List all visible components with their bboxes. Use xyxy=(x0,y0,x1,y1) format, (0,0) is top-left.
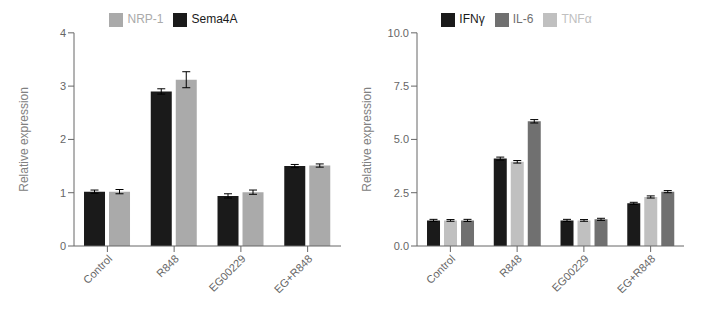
svg-text:Relative expression: Relative expression xyxy=(17,87,31,192)
svg-text:7.5: 7.5 xyxy=(394,80,409,92)
html-text:IFNγ: IFNγ xyxy=(459,12,485,26)
svg-text:R848: R848 xyxy=(154,252,181,279)
svg-text:EG+R848: EG+R848 xyxy=(615,252,658,295)
svg-text:0: 0 xyxy=(60,240,66,252)
svg-text:1: 1 xyxy=(60,187,66,199)
svg-text:2.5: 2.5 xyxy=(394,187,409,199)
svg-text:Control: Control xyxy=(81,252,115,286)
svg-text:10.0: 10.0 xyxy=(388,27,409,39)
svg-text:EG+R848: EG+R848 xyxy=(272,252,315,295)
svg-text:EG00229: EG00229 xyxy=(549,252,590,293)
svg-text:Control: Control xyxy=(424,252,458,286)
svg-text:2: 2 xyxy=(60,133,66,145)
svg-text:Relative expression: Relative expression xyxy=(360,87,374,192)
html-text:NRP-1: NRP-1 xyxy=(127,12,164,26)
svg-text:4: 4 xyxy=(60,27,66,39)
html-text:Sema4A: Sema4A xyxy=(191,12,238,26)
svg-text:3: 3 xyxy=(60,80,66,92)
svg-text:5.0: 5.0 xyxy=(394,133,409,145)
html-text:TNFα: TNFα xyxy=(561,12,592,26)
svg-text:EG00229: EG00229 xyxy=(206,252,247,293)
svg-text:0.0: 0.0 xyxy=(394,240,409,252)
html-text:IL-6: IL-6 xyxy=(512,12,534,26)
svg-text:R848: R848 xyxy=(497,252,524,279)
